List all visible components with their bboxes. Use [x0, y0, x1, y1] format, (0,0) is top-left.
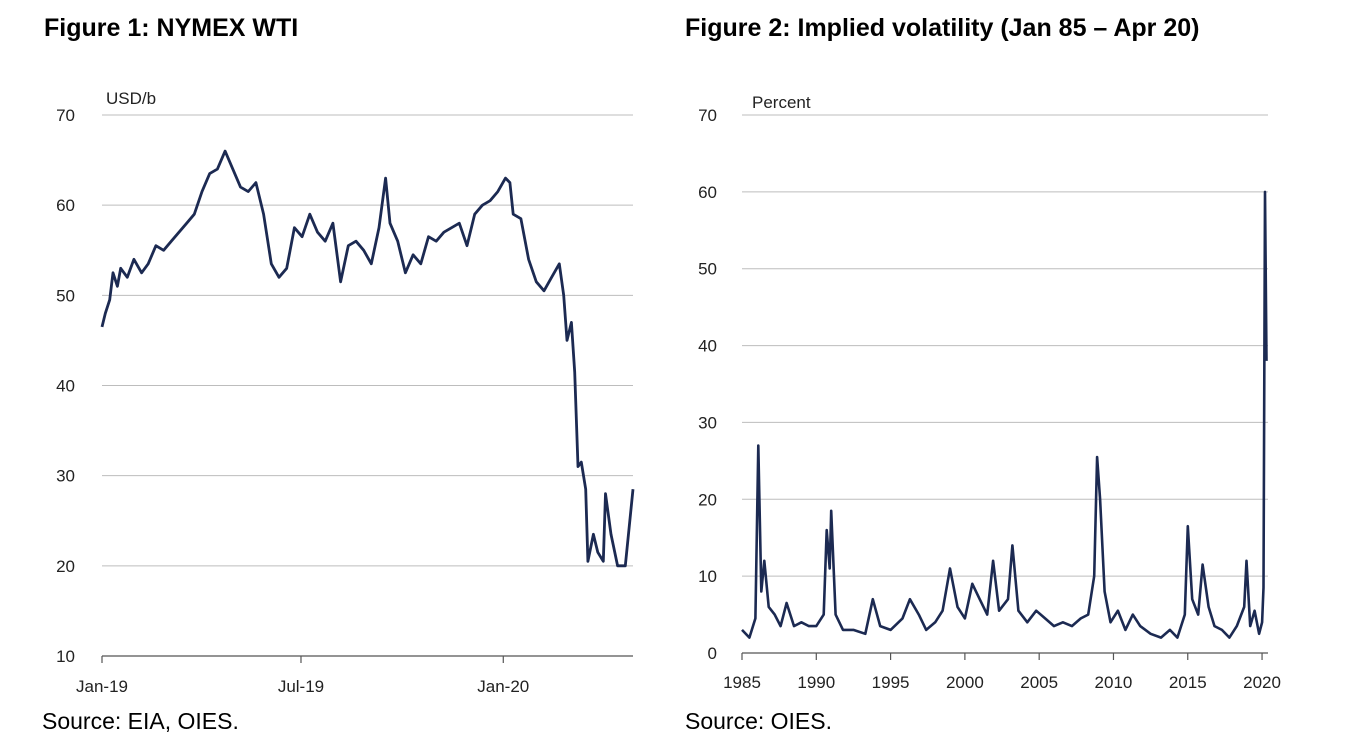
x-tick-label: 2015	[1169, 673, 1207, 692]
y-tick-label: 40	[698, 337, 717, 356]
x-tick-label: 2020	[1243, 673, 1281, 692]
y-tick-label: 70	[56, 106, 75, 125]
x-tick-label: Jan-19	[76, 677, 128, 696]
y-tick-label: 60	[56, 196, 75, 215]
x-tick-label: Jul-19	[278, 677, 324, 696]
figure-1-source: Source: EIA, OIES.	[42, 708, 239, 734]
y-axis-label: Percent	[752, 93, 811, 112]
y-tick-label: 20	[56, 557, 75, 576]
x-tick-label: 2010	[1095, 673, 1133, 692]
y-tick-label: 60	[698, 183, 717, 202]
figure-2-title: Figure 2: Implied volatility (Jan 85 – A…	[685, 14, 1200, 42]
y-tick-label: 0	[708, 644, 717, 663]
x-tick-label: 1995	[872, 673, 910, 692]
y-tick-label: 30	[56, 467, 75, 486]
x-tick-label: 1990	[797, 673, 835, 692]
y-tick-label: 30	[698, 413, 717, 432]
x-tick-label: Jan-20	[477, 677, 529, 696]
figure-1-title: Figure 1: NYMEX WTI	[44, 14, 299, 42]
y-tick-label: 10	[698, 567, 717, 586]
x-tick-label: 2000	[946, 673, 984, 692]
figure-1-chart: 10 20 30 40 50 60 70 Jan-19 Jul-19 Jan-20 USD/b	[56, 89, 635, 696]
y-tick-label: 50	[698, 260, 717, 279]
y-tick-label: 70	[698, 106, 717, 125]
figure-2-source: Source: OIES.	[685, 708, 833, 734]
y-tick-label: 40	[56, 377, 75, 396]
wti-price-line	[100, 149, 635, 568]
y-axis-label: USD/b	[106, 89, 156, 108]
x-tick-label: 1985	[723, 673, 761, 692]
figure-2-chart: 0 10 20 30 40 50 60 70 1985 1990 1995 2000 2005 2010 2…	[698, 93, 1281, 692]
x-tick-label: 2005	[1020, 673, 1058, 692]
y-tick-label: 20	[698, 490, 717, 509]
y-tick-label: 10	[56, 647, 75, 666]
y-tick-label: 50	[56, 286, 75, 305]
volatility-line	[741, 190, 1268, 639]
